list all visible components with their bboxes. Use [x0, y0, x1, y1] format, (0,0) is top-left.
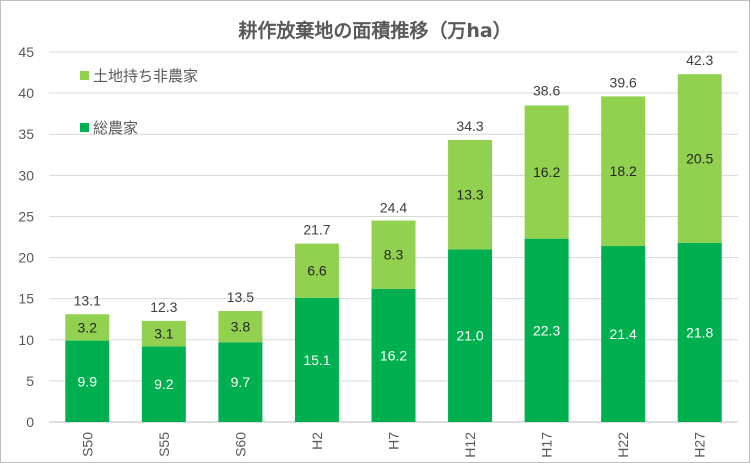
x-tick-label: H2 [309, 432, 325, 450]
bar-segment-non-farming-landowners [371, 220, 416, 289]
bar-value-label: 9.7 [231, 374, 251, 390]
bar-value-label: 18.2 [610, 163, 637, 179]
bar-value-label: 15.1 [303, 352, 330, 368]
bar-total-label: 24.4 [380, 199, 407, 215]
bar-segment-total-farmers [371, 288, 416, 422]
y-tick-label: 10 [18, 332, 34, 348]
data-labels: 9.9 3.2 13.1 9.2 3.1 12.3 9.7 3.8 13.5 15.1 6.6 21.… [74, 52, 714, 392]
x-tick-label: H22 [615, 432, 631, 458]
legend-swatch [80, 71, 89, 80]
bar-segment-non-farming-landowners [65, 314, 110, 341]
legend-label: 土地持ち非農家 [93, 68, 198, 85]
bar-segment-non-farming-landowners [524, 105, 569, 239]
bar-value-label: 3.2 [78, 319, 98, 335]
bar-total-label: 21.7 [303, 222, 330, 238]
bar-segment-non-farming-landowners [141, 320, 186, 347]
bar-total-label: 42.3 [686, 52, 713, 68]
bar-segment-non-farming-landowners [294, 243, 339, 298]
bar-segment-non-farming-landowners [677, 74, 722, 243]
y-tick-label: 20 [18, 250, 34, 266]
x-tick-label: H7 [386, 432, 402, 450]
bar-segment-non-farming-landowners [218, 311, 263, 343]
x-tick-label: H27 [692, 432, 708, 458]
y-tick-label: 35 [18, 126, 34, 142]
y-tick-label: 40 [18, 85, 34, 101]
bar-total-label: 12.3 [150, 299, 177, 315]
bar-segment-total-farmers [677, 242, 722, 422]
bar-total-label: 34.3 [456, 118, 483, 134]
bar-segment-total-farmers [65, 340, 110, 422]
y-axis-ticks: 0 5 10 15 20 25 30 35 40 45 [18, 44, 34, 430]
bar-value-label: 13.3 [456, 187, 483, 203]
bar-value-label: 20.5 [686, 150, 713, 166]
bar-value-label: 3.1 [154, 326, 174, 342]
y-tick-label: 25 [18, 208, 34, 224]
x-tick-label: H12 [462, 432, 478, 458]
bar-segment-total-farmers [448, 249, 493, 422]
bar-value-label: 9.9 [78, 373, 98, 389]
bar-total-label: 39.6 [610, 74, 637, 90]
legend-swatch [80, 123, 89, 132]
x-axis-ticks: S50 S55 S60 H2 H7 H12 H17 H22 H27 [79, 432, 707, 458]
bar-total-label: 13.1 [74, 292, 101, 308]
bar-value-label: 22.3 [533, 322, 560, 338]
bar-segment-total-farmers [218, 342, 263, 422]
y-tick-label: 0 [26, 414, 34, 430]
bar-segment-total-farmers [141, 346, 186, 422]
y-tick-label: 45 [18, 44, 34, 60]
bars [65, 74, 722, 422]
bar-total-label: 38.6 [533, 83, 560, 99]
y-tick-label: 15 [18, 291, 34, 307]
bar-value-label: 21.0 [456, 328, 483, 344]
bar-segment-non-farming-landowners [601, 96, 646, 247]
bar-value-label: 6.6 [307, 263, 327, 279]
bar-value-label: 8.3 [384, 247, 404, 263]
bar-value-label: 21.8 [686, 324, 713, 340]
x-tick-label: S50 [79, 432, 95, 457]
x-tick-label: S55 [156, 432, 172, 457]
bar-value-label: 21.4 [610, 326, 637, 342]
bar-value-label: 3.8 [231, 319, 251, 335]
chart-title: 耕作放棄地の面積推移（万ha） [238, 20, 512, 42]
x-tick-label: H17 [539, 432, 555, 458]
bar-segment-total-farmers [524, 238, 569, 422]
bar-segment-non-farming-landowners [448, 139, 493, 250]
bar-value-label: 16.2 [533, 164, 560, 180]
bar-value-label: 16.2 [380, 347, 407, 363]
bar-segment-total-farmers [601, 246, 646, 422]
bar-total-label: 13.5 [227, 289, 254, 305]
y-tick-label: 5 [26, 373, 34, 389]
bar-value-label: 9.2 [154, 376, 174, 392]
bar-segment-total-farmers [294, 297, 339, 422]
y-tick-label: 30 [18, 167, 34, 183]
x-tick-label: S60 [232, 432, 248, 457]
legend-label: 総農家 [93, 120, 138, 137]
